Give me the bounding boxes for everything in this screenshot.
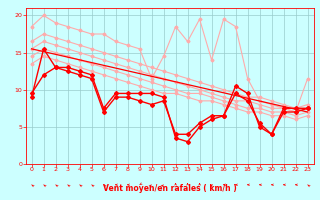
X-axis label: Vent moyen/en rafales ( km/h ): Vent moyen/en rafales ( km/h ) xyxy=(103,184,236,193)
